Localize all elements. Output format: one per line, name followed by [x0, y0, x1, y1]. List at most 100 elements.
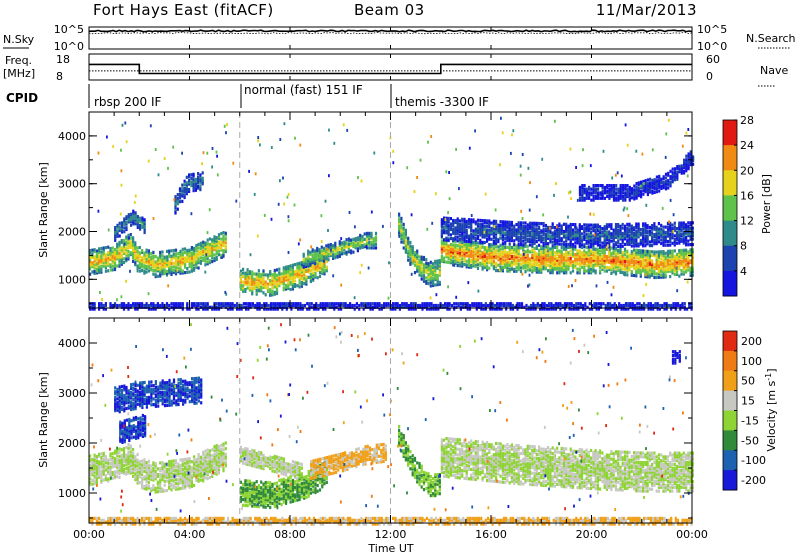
- data-cell: [488, 244, 491, 248]
- data-cell: [569, 222, 572, 227]
- data-cell: [179, 268, 182, 272]
- data-cell: [470, 238, 473, 242]
- data-cell: [239, 284, 242, 288]
- data-cell: [111, 246, 114, 250]
- data-cell: [562, 269, 566, 273]
- data-cell: [517, 230, 520, 234]
- data-cell: [224, 233, 227, 237]
- data-cell: [585, 189, 588, 193]
- data-cell: [486, 230, 489, 234]
- data-cell: [402, 228, 405, 232]
- data-cell: [680, 225, 683, 229]
- data-cell: [300, 275, 303, 279]
- data-cell: [504, 224, 507, 228]
- data-cell: [617, 263, 620, 267]
- data-cell: [260, 287, 263, 291]
- data-cell: [691, 248, 694, 252]
- data-cell: [127, 240, 130, 245]
- data-cell: [651, 180, 654, 184]
- data-cell: [605, 237, 608, 241]
- data-cell: [311, 255, 314, 259]
- data-cell: [624, 194, 627, 199]
- data-cell: [553, 231, 556, 235]
- data-cell: [422, 275, 426, 280]
- data-cell: [574, 260, 577, 264]
- data-cell: [666, 251, 670, 255]
- data-cell: [621, 233, 624, 237]
- data-cell: [165, 269, 169, 273]
- data-cell: [556, 258, 559, 262]
- data-cell: [454, 237, 457, 241]
- data-cell: [565, 222, 568, 226]
- data-cell: [687, 224, 690, 229]
- data-cell: [161, 266, 164, 270]
- data-cell: [202, 244, 205, 248]
- data-cell: [314, 275, 317, 279]
- data-cell: [492, 254, 495, 258]
- data-cell: [461, 251, 464, 255]
- data-cell: [152, 307, 155, 311]
- data-cell: [542, 223, 545, 227]
- data-cell: [172, 265, 175, 269]
- data-cell: [662, 262, 665, 266]
- data-cell: [458, 233, 461, 238]
- data-cell: [123, 221, 126, 225]
- data-cell: [526, 228, 529, 232]
- data-cell: [653, 187, 656, 191]
- data-cell: [619, 267, 622, 271]
- data-cell: [432, 273, 435, 277]
- data-cell: [560, 262, 563, 266]
- data-cell: [179, 269, 182, 273]
- data-cell: [248, 281, 251, 285]
- data-cell: [467, 261, 471, 266]
- data-cell: [569, 242, 572, 247]
- data-cell: [535, 232, 538, 236]
- data-cell: [642, 263, 645, 268]
- data-cell: [211, 238, 214, 242]
- data-cell: [590, 249, 593, 253]
- data-cell: [635, 196, 638, 200]
- data-cell: [199, 261, 202, 265]
- data-cell: [587, 258, 590, 262]
- data-cell: [282, 268, 285, 272]
- data-cell: [673, 176, 677, 180]
- data-cell: [509, 303, 512, 308]
- data-cell: [356, 247, 359, 251]
- data-cell: [467, 245, 471, 249]
- data-cell: [644, 231, 647, 235]
- data-cell: [685, 225, 688, 229]
- data-cell: [100, 268, 103, 272]
- data-cell: [291, 285, 294, 289]
- data-cell: [450, 303, 453, 308]
- data-cell: [463, 250, 466, 254]
- data-cell: [653, 233, 656, 237]
- data-cell: [653, 275, 656, 280]
- data-cell: [289, 266, 292, 270]
- data-cell: [542, 243, 545, 247]
- data-cell: [594, 251, 597, 255]
- data-cell: [449, 222, 452, 226]
- data-cell: [470, 260, 473, 264]
- data-cell: [188, 175, 191, 179]
- data-cell: [646, 192, 649, 197]
- data-cell: [526, 268, 529, 272]
- data-cell: [619, 185, 622, 189]
- data-cell: [351, 303, 354, 308]
- data-cell: [657, 275, 660, 279]
- data-cell: [644, 224, 647, 228]
- data-cell: [120, 262, 123, 266]
- data-cell: [560, 265, 563, 269]
- data-cell: [359, 241, 362, 245]
- data-cell: [628, 230, 631, 234]
- data-cell: [601, 263, 604, 268]
- data-cell: [610, 253, 613, 257]
- data-cell: [327, 252, 330, 256]
- data-cell: [556, 265, 559, 269]
- data-cell: [570, 303, 573, 308]
- data-cell: [260, 274, 263, 278]
- freq-tick-low: 8: [56, 70, 63, 83]
- data-cell: [211, 254, 214, 258]
- data-cell: [120, 226, 124, 230]
- data-cell: [495, 227, 498, 231]
